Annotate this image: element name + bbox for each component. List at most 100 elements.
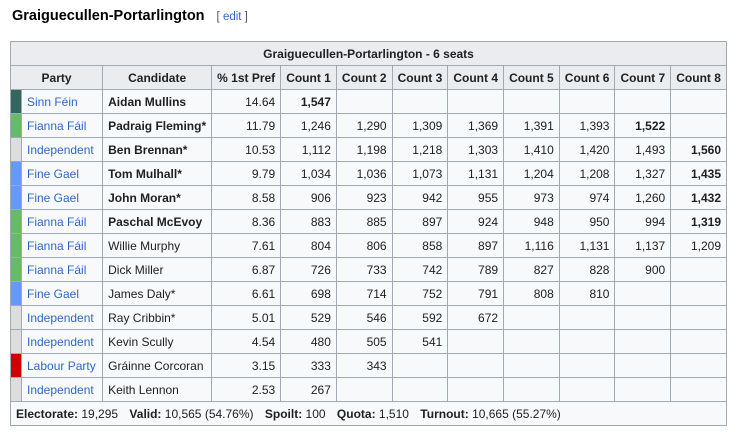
party-link[interactable]: Independent bbox=[27, 142, 94, 157]
party-link[interactable]: Fianna Fáil bbox=[27, 238, 87, 253]
party-color-swatch bbox=[10, 329, 22, 354]
count-5-cell: 973 bbox=[503, 185, 560, 210]
party-link[interactable]: Fianna Fáil bbox=[27, 118, 87, 133]
count-3-cell: 1,309 bbox=[391, 113, 449, 138]
count-5-cell: 808 bbox=[503, 281, 560, 306]
table-row: Fianna Fáil Willie Murphy 7.61 804 806 858 897… bbox=[10, 233, 727, 258]
party-link[interactable]: Fine Gael bbox=[27, 190, 80, 205]
election-results-table: Graiguecullen-Portarlington - 6 seats Pa… bbox=[9, 41, 727, 426]
party-link[interactable]: Fine Gael bbox=[27, 286, 80, 301]
party-link[interactable]: Independent bbox=[27, 310, 94, 325]
count-7-cell bbox=[614, 329, 672, 354]
count-2-cell: 343 bbox=[335, 353, 393, 378]
count-7-cell: 900 bbox=[614, 257, 672, 282]
count-2-cell: 546 bbox=[335, 305, 393, 330]
header-count-8: Count 8 bbox=[670, 65, 727, 90]
count-4-cell bbox=[447, 89, 505, 114]
count-7-cell: 1,493 bbox=[614, 137, 672, 162]
count-2-cell: 714 bbox=[335, 281, 393, 306]
party-cell: Fine Gael bbox=[20, 281, 104, 306]
count-5-cell: 948 bbox=[503, 209, 560, 234]
count-3-cell: 897 bbox=[391, 209, 449, 234]
candidate-name: Willie Murphy bbox=[102, 233, 213, 258]
count-5-cell bbox=[503, 329, 560, 354]
table-row: Fianna Fáil Padraig Fleming* 11.79 1,246 1,2… bbox=[10, 113, 727, 138]
first-pref-percent: 11.79 bbox=[211, 113, 282, 138]
party-color-swatch bbox=[10, 209, 22, 234]
count-2-cell: 1,198 bbox=[335, 137, 393, 162]
count-8-cell bbox=[670, 377, 727, 402]
count-6-cell: 1,131 bbox=[558, 233, 616, 258]
count-5-cell bbox=[503, 305, 560, 330]
party-link[interactable]: Independent bbox=[27, 382, 94, 397]
header-count-6: Count 6 bbox=[558, 65, 616, 90]
count-6-cell bbox=[558, 329, 616, 354]
quota-label: Quota: bbox=[336, 406, 376, 421]
candidate-name: Ben Brennan* bbox=[102, 137, 213, 162]
party-link[interactable]: Independent bbox=[27, 334, 94, 349]
party-cell: Fianna Fáil bbox=[20, 209, 104, 234]
count-3-cell: 541 bbox=[391, 329, 449, 354]
quota-value: 1,510 bbox=[378, 406, 409, 421]
count-8-cell bbox=[670, 305, 727, 330]
count-8-cell: 1,560 bbox=[670, 137, 727, 162]
count-8-cell: 1,432 bbox=[670, 185, 727, 210]
party-link[interactable]: Fianna Fáil bbox=[27, 214, 87, 229]
count-4-cell: 1,369 bbox=[447, 113, 505, 138]
party-cell: Independent bbox=[20, 377, 104, 402]
count-6-cell: 1,393 bbox=[558, 113, 616, 138]
first-pref-percent: 8.58 bbox=[211, 185, 282, 210]
party-link[interactable]: Sinn Féin bbox=[27, 94, 78, 109]
section-heading: Graiguecullen-Portarlington [ edit ] bbox=[12, 8, 248, 30]
header-first-pref: % 1st Pref bbox=[211, 65, 282, 90]
count-7-cell bbox=[614, 377, 672, 402]
count-5-cell: 827 bbox=[503, 257, 560, 282]
count-3-cell bbox=[391, 377, 449, 402]
party-cell: Independent bbox=[20, 137, 104, 162]
candidate-name: Gráinne Corcoran bbox=[102, 353, 213, 378]
count-5-cell: 1,391 bbox=[503, 113, 560, 138]
edit-section: [ edit ] bbox=[216, 11, 248, 23]
count-3-cell: 592 bbox=[391, 305, 449, 330]
party-cell: Fianna Fáil bbox=[20, 113, 104, 138]
header-candidate: Candidate bbox=[102, 65, 213, 90]
party-link[interactable]: Labour Party bbox=[27, 358, 96, 373]
count-6-cell bbox=[558, 377, 616, 402]
table-row: Fianna Fáil Paschal McEvoy 8.36 883 885 897 92… bbox=[10, 209, 727, 234]
party-color-swatch bbox=[10, 257, 22, 282]
candidate-name: James Daly* bbox=[102, 281, 213, 306]
count-4-cell bbox=[447, 353, 505, 378]
count-1-cell: 1,246 bbox=[280, 113, 337, 138]
first-pref-percent: 6.87 bbox=[211, 257, 282, 282]
count-1-cell: 1,112 bbox=[280, 137, 337, 162]
count-7-cell bbox=[614, 305, 672, 330]
count-6-cell: 828 bbox=[558, 257, 616, 282]
count-8-cell: 1,435 bbox=[670, 161, 727, 186]
party-cell: Independent bbox=[20, 305, 104, 330]
party-color-swatch bbox=[10, 353, 22, 378]
party-link[interactable]: Fine Gael bbox=[27, 166, 80, 181]
count-2-cell: 885 bbox=[335, 209, 393, 234]
count-2-cell: 733 bbox=[335, 257, 393, 282]
party-color-swatch bbox=[10, 305, 22, 330]
count-8-cell bbox=[670, 329, 727, 354]
edit-link[interactable]: edit bbox=[222, 11, 242, 23]
count-8-cell bbox=[670, 89, 727, 114]
candidate-name: Keith Lennon bbox=[102, 377, 213, 402]
party-color-swatch bbox=[10, 89, 22, 114]
header-count-7: Count 7 bbox=[614, 65, 672, 90]
party-cell: Fianna Fáil bbox=[20, 233, 104, 258]
party-cell: Labour Party bbox=[20, 353, 104, 378]
party-cell: Fine Gael bbox=[20, 185, 104, 210]
first-pref-percent: 9.79 bbox=[211, 161, 282, 186]
table-row: Fine Gael John Moran* 8.58 906 923 942 955 973 9… bbox=[10, 185, 727, 210]
party-link[interactable]: Fianna Fáil bbox=[27, 262, 87, 277]
first-pref-percent: 8.36 bbox=[211, 209, 282, 234]
election-summary: Electorate: 19,295 Valid: 10,565 (54.76%… bbox=[10, 401, 727, 426]
count-7-cell: 1,327 bbox=[614, 161, 672, 186]
header-count-1: Count 1 bbox=[280, 65, 337, 90]
party-cell: Fianna Fáil bbox=[20, 257, 104, 282]
table-row: Independent Keith Lennon 2.53 267 bbox=[10, 377, 727, 402]
count-4-cell: 789 bbox=[447, 257, 505, 282]
count-5-cell: 1,410 bbox=[503, 137, 560, 162]
